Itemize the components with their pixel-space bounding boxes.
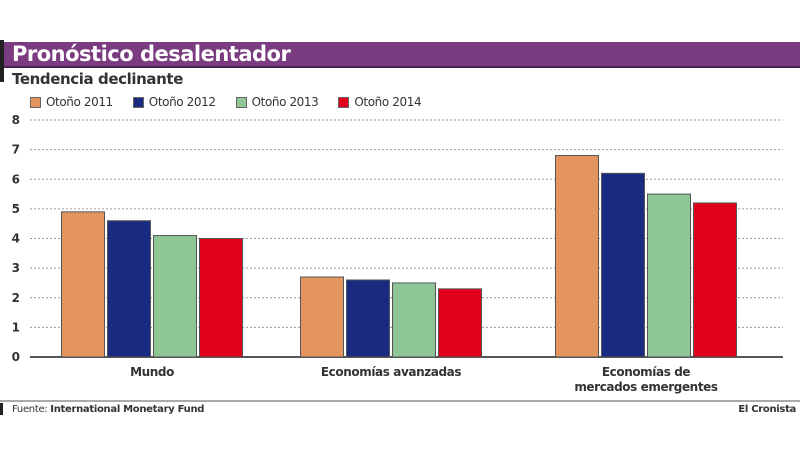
source-value: International Monetary Fund: [50, 404, 205, 415]
y-tick-label: 8: [12, 113, 20, 127]
legend-item: Otoño 2012: [132, 94, 216, 110]
y-tick-label: 7: [12, 143, 20, 157]
legend-label: Otoño 2014: [354, 95, 422, 109]
bar: [300, 276, 344, 358]
legend-item: Otoño 2011: [30, 94, 113, 110]
bar: [199, 238, 243, 358]
y-tick-label: 5: [12, 202, 20, 216]
bar: [392, 282, 436, 358]
footer-accent-rule: [0, 403, 3, 415]
legend-label: Otoño 2011: [46, 95, 113, 109]
legend: Otoño 2011 Otoño 2012 Otoño 2013 Otoño 2…: [30, 94, 441, 110]
source-label: Fuente:: [12, 404, 48, 415]
legend-item: Otoño 2013: [235, 94, 319, 110]
chart-title: Pronóstico desalentador: [12, 42, 291, 66]
bar: [693, 202, 737, 358]
legend-label: Otoño 2013: [251, 95, 319, 109]
left-accent-rule: [0, 40, 4, 82]
bar: [61, 211, 105, 358]
legend-label: Otoño 2012: [148, 95, 216, 109]
footer-divider: [0, 400, 800, 402]
publisher-credit: El Cronista: [738, 404, 796, 415]
x-category-label: Economías de: [602, 365, 691, 379]
bar: [555, 155, 599, 358]
legend-swatch: [30, 96, 41, 108]
source-note: Fuente: International Monetary Fund: [12, 404, 204, 415]
chart-subtitle: Tendencia declinante: [12, 70, 183, 88]
x-category-label: Economías avanzadas: [321, 365, 462, 379]
y-tick-label: 1: [12, 320, 20, 334]
bar: [153, 235, 197, 358]
y-tick-label: 6: [12, 172, 20, 186]
bar: [438, 288, 482, 358]
legend-swatch: [132, 96, 144, 108]
x-category-label: mercados emergentes: [574, 380, 718, 394]
legend-swatch: [235, 96, 247, 108]
y-tick-label: 0: [12, 350, 20, 364]
legend-swatch: [338, 96, 350, 108]
y-tick-label: 2: [12, 291, 20, 305]
legend-item: Otoño 2014: [338, 94, 422, 110]
y-tick-label: 3: [12, 261, 20, 275]
bar: [107, 220, 151, 358]
bar-chart: 0 1 2 3 4 5 6 7 8 Mundo Economías avanzadas Economí…: [12, 113, 783, 394]
bar: [601, 172, 645, 358]
bar: [647, 193, 691, 358]
bar: [346, 279, 390, 358]
x-category-label: Mundo: [130, 365, 174, 379]
title-bar: Pronóstico desalentador: [4, 42, 800, 68]
y-tick-label: 4: [12, 232, 20, 246]
